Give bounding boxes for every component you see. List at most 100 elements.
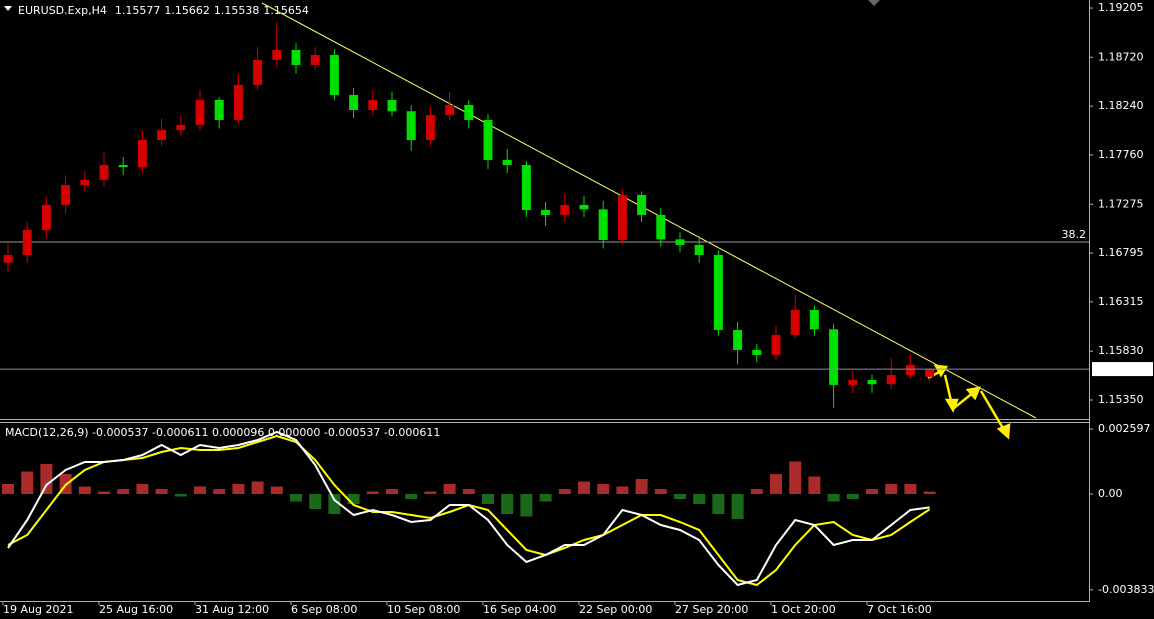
macd-histogram-bar — [21, 471, 34, 494]
macd-histogram-bar — [654, 489, 667, 494]
y-tick-label: 1.17760 — [1098, 148, 1144, 161]
y-tick-label: 1.19205 — [1098, 1, 1144, 14]
candle-body — [675, 239, 685, 245]
candle-body — [886, 374, 896, 385]
macd-histogram-bar — [482, 494, 494, 504]
y-tick-label: 1.17275 — [1098, 197, 1144, 210]
macd-histogram-bar — [98, 491, 110, 494]
candle-body — [253, 59, 263, 85]
candle-body — [176, 124, 186, 130]
candle-body — [195, 99, 205, 125]
macd-header: MACD(12,26,9) -0.000537 -0.000611 0.0000… — [5, 426, 440, 439]
macd-histogram-bar — [578, 481, 590, 494]
macd-histogram-bar — [462, 489, 475, 494]
candle-body — [272, 50, 282, 60]
macd-histogram-bar — [155, 489, 168, 494]
candle-body — [752, 349, 762, 355]
candle-body — [617, 195, 627, 240]
candle-body — [464, 105, 474, 120]
candle-body — [61, 184, 71, 205]
macd-histogram-bar — [328, 494, 341, 514]
candle-body — [329, 55, 339, 95]
header-open: 1.15577 — [115, 4, 161, 17]
candle-body — [829, 329, 839, 385]
menu-arrow[interactable] — [4, 6, 12, 11]
macd-histogram-bar — [539, 494, 552, 502]
candle-body — [349, 94, 359, 111]
candle-body — [694, 244, 704, 255]
macd-histogram-bar — [808, 476, 821, 494]
macd-histogram-bar — [194, 486, 206, 494]
x-tick-label: 25 Aug 16:00 — [99, 603, 173, 616]
macd-histogram-bar — [558, 489, 571, 494]
x-tick-label: 6 Sep 08:00 — [291, 603, 357, 616]
macd-histogram-bar — [904, 484, 917, 494]
y-tick-label: 0.002597 — [1098, 422, 1151, 435]
candle-body — [733, 329, 743, 350]
candle-body — [560, 204, 570, 215]
y-tick-label: 1.18240 — [1098, 99, 1144, 112]
candle-body — [291, 50, 301, 65]
candle-body — [118, 165, 128, 168]
trend-line — [261, 2, 1037, 419]
arrow-head — [965, 386, 981, 401]
macd-histogram-bar — [386, 489, 398, 494]
macd-histogram-bar — [136, 484, 149, 494]
candle-body — [925, 369, 935, 377]
x-tick-label: 27 Sep 20:00 — [675, 603, 748, 616]
candle-body — [848, 379, 858, 385]
candle-body — [310, 55, 320, 65]
y-tick-label: 1.18720 — [1098, 50, 1144, 63]
macd-histogram-bar — [712, 494, 725, 514]
candle-body — [483, 119, 493, 160]
macd-histogram-bar — [347, 494, 360, 504]
candle-body — [80, 179, 90, 185]
candle-body — [3, 254, 13, 263]
arrow-head — [933, 364, 949, 378]
header-close: 1.15654 — [263, 4, 309, 17]
macd-histogram-bar — [635, 479, 648, 494]
macd-histogram-bar — [731, 494, 744, 519]
candle-body — [157, 129, 167, 141]
candle-body — [579, 204, 589, 210]
candle-body — [214, 99, 224, 120]
macd-histogram-bar — [2, 484, 14, 494]
candle-body — [502, 159, 512, 166]
candle-body — [867, 379, 877, 385]
y-tick-label: 1.16795 — [1098, 246, 1144, 259]
scroll-marker — [868, 0, 880, 6]
y-tick-label: 1.15830 — [1098, 344, 1144, 357]
macd-histogram-bar — [597, 484, 610, 494]
candle-body — [598, 209, 608, 240]
chart-header: EURUSD.Exp,H4 1.15577 1.15662 1.15538 1.1565… — [18, 4, 309, 17]
macd-histogram-bar — [309, 494, 322, 509]
x-tick-label: 31 Aug 12:00 — [195, 603, 269, 616]
macd-histogram-bar — [866, 489, 878, 494]
macd-histogram-bar — [693, 494, 706, 504]
macd-histogram-bar — [405, 494, 418, 499]
macd-line — [7, 430, 930, 587]
candle-body — [233, 84, 243, 120]
candle-body — [368, 99, 378, 111]
header-low: 1.15538 — [214, 4, 260, 17]
candle-body — [41, 204, 51, 230]
x-tick-label: 16 Sep 04:00 — [483, 603, 556, 616]
x-tick-label: 19 Aug 2021 — [3, 603, 73, 616]
forecast-arrows — [927, 364, 1011, 440]
candle-body — [137, 140, 147, 168]
macd-histogram-bar — [885, 484, 898, 494]
macd-histogram-bar — [750, 489, 763, 494]
candle-body — [521, 165, 531, 210]
macd-histogram-bar — [520, 494, 533, 517]
macd-histogram-bar — [616, 486, 629, 494]
x-tick-label: 10 Sep 08:00 — [387, 603, 460, 616]
macd-histogram-bar — [424, 491, 437, 494]
x-tick-label: 1 Oct 20:00 — [771, 603, 836, 616]
macd-histogram-bar — [443, 484, 456, 494]
candle-body — [445, 105, 455, 115]
header-high: 1.15662 — [164, 4, 210, 17]
candle-body — [406, 111, 416, 141]
macd-histogram-bar — [174, 494, 187, 497]
